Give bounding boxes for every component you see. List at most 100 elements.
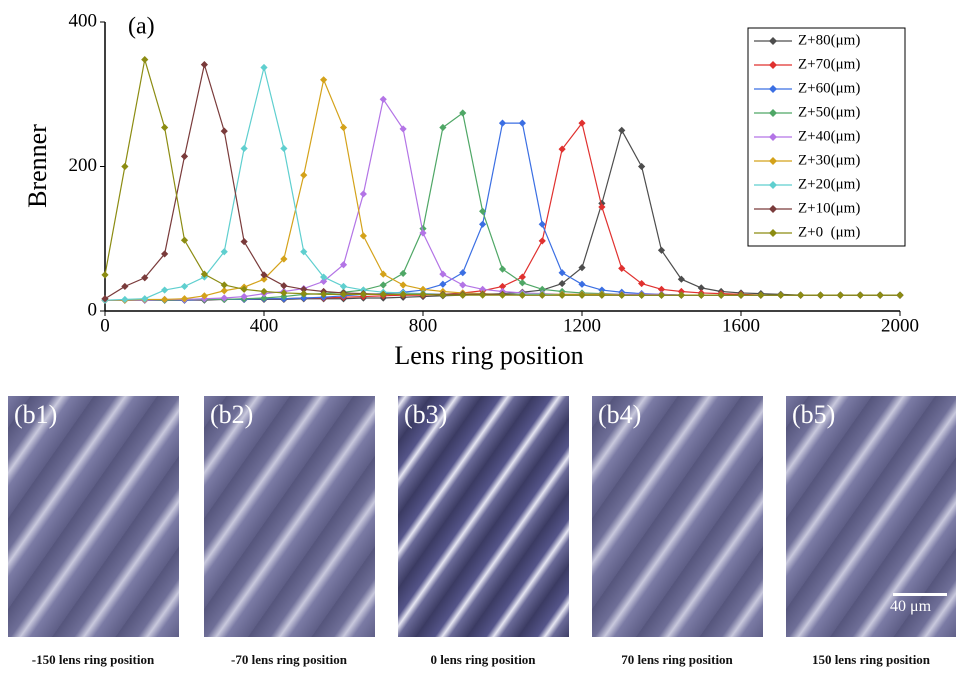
data-point: [180, 152, 189, 160]
legend-label: Z+10(μm): [798, 200, 860, 216]
data-point: [598, 286, 606, 294]
data-point: [439, 280, 447, 288]
data-point: [280, 289, 288, 297]
data-point: [717, 291, 725, 299]
data-point: [161, 286, 169, 294]
data-point: [836, 291, 844, 299]
data-point: [399, 281, 407, 289]
data-point: [558, 145, 566, 153]
data-point: [141, 55, 149, 64]
data-point: [638, 291, 646, 299]
legend-marker: [769, 181, 777, 189]
data-point: [518, 273, 526, 281]
data-point: [578, 119, 586, 127]
legend-marker: [769, 37, 777, 45]
data-point: [180, 236, 189, 244]
data-point: [121, 295, 129, 304]
data-point: [518, 291, 526, 299]
data-point: [161, 295, 169, 304]
data-point: [419, 229, 427, 237]
data-point: [399, 269, 407, 278]
data-point: [498, 265, 507, 273]
data-point: [141, 295, 149, 303]
micrograph: (b5): [786, 396, 956, 637]
data-point: [200, 61, 208, 69]
panel-caption: 70 lens ring position: [621, 652, 733, 667]
data-point: [677, 291, 685, 299]
data-point: [339, 290, 348, 298]
data-point: [220, 287, 228, 295]
data-point: [161, 123, 169, 132]
legend-label: Z+30(μm): [798, 152, 860, 168]
data-point: [260, 294, 268, 302]
data-point: [618, 264, 626, 272]
data-point: [240, 292, 248, 301]
data-point: [399, 290, 407, 298]
x-tick-label: 0: [100, 315, 110, 336]
data-point: [439, 270, 447, 278]
data-point: [220, 294, 228, 302]
legend-marker: [769, 157, 777, 165]
data-point: [638, 162, 646, 171]
data-point: [121, 162, 129, 171]
data-point: [300, 285, 308, 293]
data-point: [320, 277, 328, 285]
data-point: [538, 285, 546, 293]
legend-marker: [769, 133, 777, 141]
data-point: [896, 291, 904, 299]
y-tick-label: 0: [88, 299, 98, 320]
data-point: [518, 279, 526, 287]
data-point: [121, 282, 129, 291]
panel-label: (a): [128, 14, 155, 40]
data-point: [359, 286, 367, 294]
legend-label: Z+50(μm): [798, 104, 860, 120]
data-point: [479, 220, 487, 228]
data-point: [558, 291, 566, 299]
data-point: [320, 273, 328, 281]
data-point: [598, 203, 606, 211]
data-point: [300, 294, 308, 302]
data-point: [558, 279, 566, 288]
data-point: [379, 290, 387, 298]
data-point: [220, 127, 228, 135]
data-point: [260, 287, 268, 296]
data-point: [141, 274, 149, 282]
y-axis-label: Brenner: [23, 124, 52, 208]
data-point: [657, 291, 666, 299]
data-point: [419, 225, 427, 233]
data-point: [677, 287, 685, 296]
data-point: [280, 292, 288, 301]
data-point: [797, 291, 805, 299]
data-point: [260, 63, 268, 72]
y-tick-label: 200: [69, 155, 98, 176]
legend-marker: [769, 205, 777, 213]
data-point: [240, 144, 248, 153]
data-point: [598, 291, 606, 299]
data-point: [439, 291, 447, 299]
data-point: [459, 269, 467, 277]
legend-marker: [769, 109, 777, 117]
panel-caption: 0 lens ring position: [430, 652, 536, 667]
data-point: [777, 291, 785, 299]
data-point: [180, 282, 189, 291]
scale-bar-label: 40 μm: [890, 598, 932, 615]
panel-label: (b1): [14, 400, 58, 429]
data-point: [200, 292, 208, 300]
data-point: [498, 119, 507, 127]
panel-label: (b2): [210, 400, 254, 429]
data-point: [578, 280, 586, 288]
panel-caption: -150 lens ring position: [31, 652, 155, 667]
data-point: [518, 119, 526, 127]
data-point: [697, 284, 705, 292]
x-tick-label: 400: [250, 315, 279, 336]
x-tick-label: 1600: [722, 315, 760, 336]
data-point: [200, 270, 208, 278]
data-point: [359, 290, 367, 298]
data-point: [479, 291, 487, 299]
x-tick-label: 1200: [563, 315, 601, 336]
legend-label: Z+20(μm): [798, 176, 860, 192]
data-point: [538, 291, 546, 299]
data-point: [280, 255, 288, 263]
x-tick-label: 800: [409, 315, 438, 336]
data-point: [498, 291, 507, 299]
